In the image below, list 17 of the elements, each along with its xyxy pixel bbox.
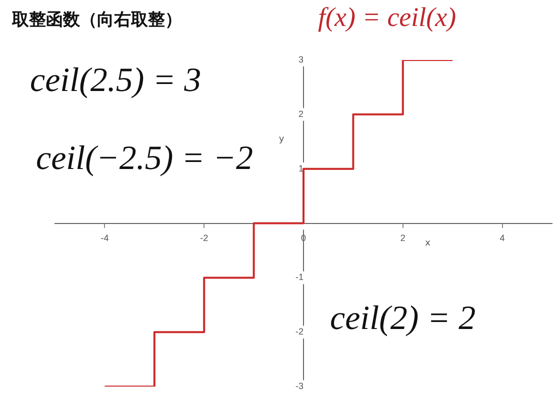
- y-tick-label: 3: [298, 54, 304, 64]
- x-tick-label: -2: [200, 233, 208, 244]
- y-tick-label: -3: [295, 381, 304, 392]
- y-tick-label: -2: [295, 326, 304, 337]
- annotation: ceil(2.5) = 3: [30, 62, 202, 100]
- y-tick-label: 1: [298, 163, 304, 174]
- y-tick-label: 2: [298, 108, 304, 119]
- annotation: ceil(2) = 2: [330, 300, 476, 338]
- chart-title: 取整函数（向右取整）: [12, 9, 182, 31]
- chart-subtitle: f(x) = ceil(x): [318, 2, 456, 33]
- x-tick-label: 2: [400, 233, 406, 244]
- x-axis-title: x: [425, 238, 432, 248]
- x-tick-label: -4: [100, 233, 109, 244]
- x-tick-label: 4: [500, 233, 505, 244]
- y-axis-title: y: [278, 134, 285, 145]
- y-tick-label: -1: [295, 272, 304, 282]
- annotation: ceil(−2.5) = −2: [36, 140, 254, 178]
